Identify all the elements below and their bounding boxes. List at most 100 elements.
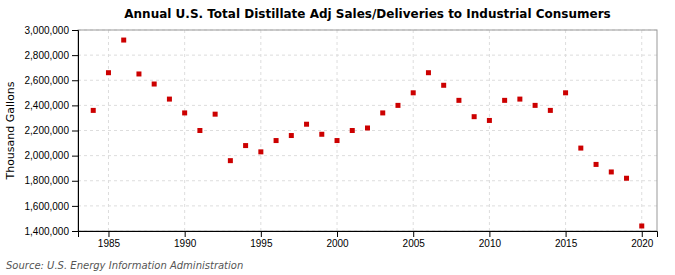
tick-label: 1,400,000 bbox=[25, 226, 70, 237]
point bbox=[213, 112, 218, 117]
y-tick: 2,600,000 bbox=[25, 75, 79, 86]
point bbox=[289, 133, 294, 138]
tick-label: 2,600,000 bbox=[25, 75, 70, 86]
tick-label: 1,800,000 bbox=[25, 175, 70, 186]
point bbox=[563, 90, 568, 95]
grid bbox=[78, 30, 657, 231]
grid-line bbox=[565, 30, 566, 231]
title: Annual U.S. Total Distillate Adj Sales/D… bbox=[124, 7, 610, 21]
point bbox=[274, 138, 279, 143]
tick-label: 2,400,000 bbox=[25, 100, 70, 111]
tick-label: 1990 bbox=[174, 238, 197, 249]
x-tick: 2010 bbox=[479, 231, 502, 249]
tick-mark bbox=[108, 231, 109, 237]
x-tick: 1995 bbox=[250, 231, 273, 249]
point bbox=[578, 146, 583, 151]
point bbox=[517, 97, 522, 102]
tick-mark bbox=[72, 131, 78, 132]
point bbox=[472, 114, 477, 119]
point bbox=[533, 103, 538, 108]
plot-frame bbox=[78, 30, 657, 231]
point bbox=[395, 103, 400, 108]
x-tick: 2015 bbox=[555, 231, 578, 249]
point bbox=[594, 162, 599, 167]
annotation: Source: U.S. Energy Information Administ… bbox=[6, 260, 243, 271]
tick-label: 2015 bbox=[555, 238, 578, 249]
tick-label: 2005 bbox=[403, 238, 426, 249]
tick-label: 1995 bbox=[250, 238, 273, 249]
x-tick: 2020 bbox=[631, 231, 654, 249]
tick-label: 1,600,000 bbox=[25, 201, 70, 212]
tick-mark bbox=[185, 231, 186, 237]
y-tick: 2,000,000 bbox=[25, 150, 79, 161]
grid-line bbox=[489, 30, 490, 231]
point bbox=[441, 83, 446, 88]
x-tick: 2005 bbox=[403, 231, 426, 249]
grid-line bbox=[78, 155, 657, 156]
point bbox=[487, 118, 492, 123]
tick-mark bbox=[72, 30, 78, 31]
point bbox=[335, 138, 340, 143]
grid-line bbox=[78, 105, 657, 106]
y-tick: 1,800,000 bbox=[25, 175, 79, 186]
grid-line bbox=[78, 55, 657, 56]
tick-mark bbox=[72, 156, 78, 157]
grid-line bbox=[641, 30, 642, 231]
point bbox=[182, 110, 187, 115]
point bbox=[456, 98, 461, 103]
tick-label: 2,800,000 bbox=[25, 50, 70, 61]
tick-mark bbox=[72, 80, 78, 81]
tick-label: 2,200,000 bbox=[25, 125, 70, 136]
point bbox=[548, 108, 553, 113]
x-tick: 2000 bbox=[326, 231, 349, 249]
grid-line bbox=[108, 30, 109, 231]
tick-mark bbox=[72, 231, 78, 232]
point bbox=[624, 176, 629, 181]
tick-mark bbox=[413, 231, 414, 237]
point bbox=[304, 122, 309, 127]
point bbox=[121, 38, 126, 43]
grid-line bbox=[260, 30, 261, 231]
tick-label: 2,000,000 bbox=[25, 150, 70, 161]
point bbox=[639, 223, 644, 228]
y-tick: 2,800,000 bbox=[25, 50, 79, 61]
point bbox=[426, 70, 431, 75]
y-tick: 3,000,000 bbox=[25, 25, 79, 36]
y-axis-title: Thousand Gallons bbox=[4, 81, 17, 180]
grid-line bbox=[413, 30, 414, 231]
axis-line bbox=[72, 31, 79, 232]
point bbox=[609, 169, 614, 174]
point bbox=[502, 98, 507, 103]
tick-label: 2010 bbox=[479, 238, 502, 249]
point bbox=[411, 90, 416, 95]
grid-line bbox=[78, 205, 657, 206]
chart: 1985 1990 1995 2000 2005 2010 2015 2020 1,400,00… bbox=[0, 0, 675, 275]
grid-line bbox=[337, 30, 338, 231]
tick-mark bbox=[337, 231, 338, 237]
tick-label: 2020 bbox=[631, 238, 654, 249]
tick-mark bbox=[261, 231, 262, 237]
point bbox=[258, 149, 263, 154]
tick-mark bbox=[566, 231, 567, 237]
x-axis: 1985 1990 1995 2000 2005 2010 2015 2020 bbox=[79, 231, 658, 249]
y-tick: 2,200,000 bbox=[25, 125, 79, 136]
y-tick: 1,600,000 bbox=[25, 201, 79, 212]
point bbox=[228, 158, 233, 163]
point bbox=[243, 143, 248, 148]
point bbox=[365, 125, 370, 130]
tick-mark bbox=[72, 55, 78, 56]
point bbox=[136, 71, 141, 76]
y-tick: 2,400,000 bbox=[25, 100, 79, 111]
point bbox=[350, 128, 355, 133]
tick-mark bbox=[72, 206, 78, 207]
point bbox=[91, 108, 96, 113]
tick-label: 1985 bbox=[98, 238, 121, 249]
point bbox=[380, 110, 385, 115]
x-tick: 1990 bbox=[174, 231, 197, 249]
point bbox=[319, 132, 324, 137]
y-axis: 1,400,000 1,600,000 1,800,000 2,000,000 2,20… bbox=[25, 25, 79, 237]
tick-label: 3,000,000 bbox=[25, 25, 70, 36]
point bbox=[197, 128, 202, 133]
tick-mark bbox=[72, 181, 78, 182]
tick-mark bbox=[642, 231, 643, 237]
